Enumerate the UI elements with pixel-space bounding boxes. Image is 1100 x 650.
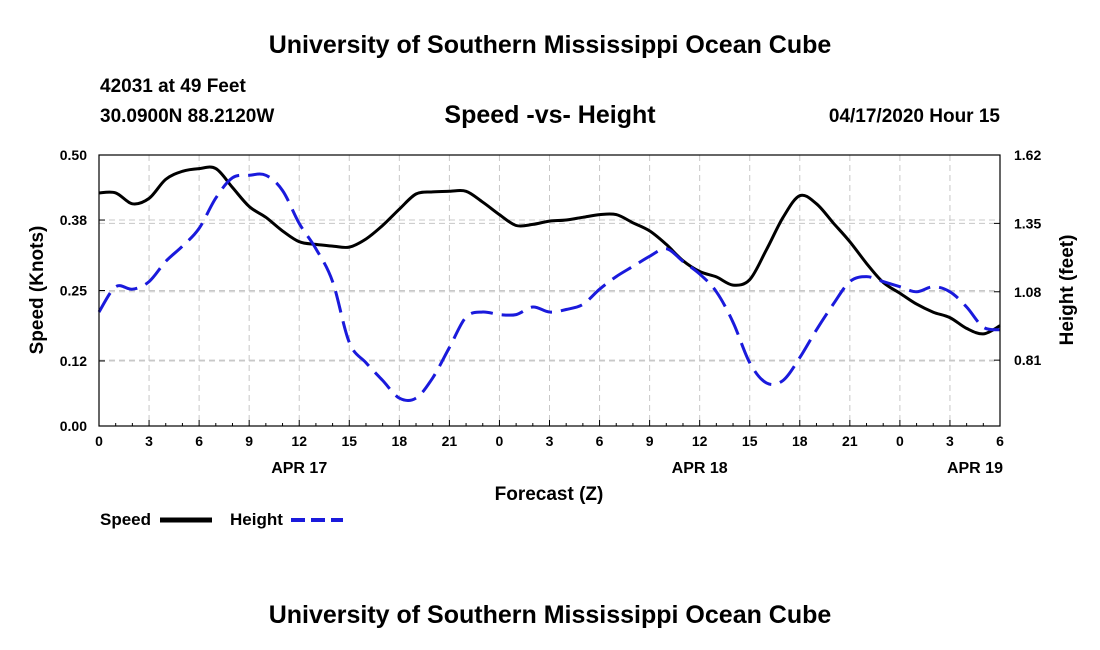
legend-speed-label: Speed (100, 510, 151, 529)
y2-tick-label: 0.81 (1014, 352, 1041, 368)
y-tick-label: 0.50 (60, 147, 87, 163)
legend-height-label: Height (230, 510, 283, 529)
x-tick-label: 0 (95, 433, 103, 449)
x-tick-label: 15 (742, 433, 758, 449)
x-tick-label: 6 (996, 433, 1004, 449)
datetime-label: 04/17/2020 Hour 15 (828, 106, 1000, 127)
speed-series-line (98, 165, 1001, 336)
x-tick-label: 6 (195, 433, 203, 449)
grid-layer (99, 155, 1000, 426)
y-tick-label: 0.25 (60, 283, 87, 299)
chart-title: University of Southern Mississippi Ocean… (268, 31, 832, 59)
x-tick-label: 3 (946, 433, 954, 449)
y2-tick-label: 1.08 (1014, 284, 1041, 300)
height-series-line (97, 172, 1001, 402)
y2-tick-label: 1.35 (1014, 215, 1041, 231)
y-tick-label: 0.12 (60, 353, 87, 369)
x-tick-label: 12 (692, 433, 708, 449)
y2-axis-label: Height (feet) (1057, 235, 1078, 346)
x-tick-label: 21 (442, 433, 458, 449)
x-tick-label: 0 (896, 433, 904, 449)
axis-layer: 0 3 6 9 12 15 18 21 0 3 6 9 12 15 18 21 0 3 6 APR 17 APR 18 A… (60, 147, 1042, 477)
x-tick-label: 21 (842, 433, 858, 449)
x-tick-label: 3 (145, 433, 153, 449)
date-label: APR 18 (672, 460, 728, 477)
x-tick-label: 9 (245, 433, 253, 449)
footer-title: University of Southern Mississippi Ocean… (268, 601, 832, 629)
x-tick-label: 18 (792, 433, 808, 449)
legend: Speed Height (100, 510, 343, 529)
coordinates-label: 30.0900N 88.2120W (100, 106, 275, 127)
y-tick-label: 0.38 (60, 212, 87, 228)
chart-subtitle: Speed -vs- Height (444, 101, 656, 129)
series-layer (97, 165, 1001, 402)
date-label: APR 19 (947, 460, 1003, 477)
x-axis-label: Forecast (Z) (495, 484, 604, 505)
y-axis-label: Speed (Knots) (27, 226, 48, 355)
x-tick-label: 0 (496, 433, 504, 449)
x-tick-label: 9 (646, 433, 654, 449)
y-tick-label: 0.00 (60, 418, 87, 434)
x-tick-label: 12 (291, 433, 307, 449)
date-label: APR 17 (271, 460, 327, 477)
x-tick-label: 15 (341, 433, 357, 449)
x-tick-label: 3 (546, 433, 554, 449)
station-label: 42031 at 49 Feet (100, 76, 246, 97)
x-tick-label: 18 (392, 433, 408, 449)
y2-tick-label: 1.62 (1014, 147, 1041, 163)
x-tick-label: 6 (596, 433, 604, 449)
